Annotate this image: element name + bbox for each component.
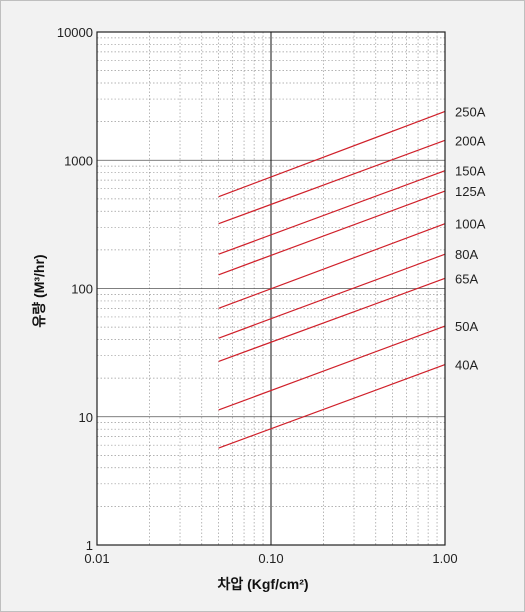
- series-label: 80A: [455, 247, 478, 262]
- y-tick-label: 10: [79, 410, 93, 425]
- series-label: 200A: [455, 133, 486, 148]
- series-line: [218, 277, 446, 362]
- series-line: [218, 364, 446, 449]
- series-label: 150A: [455, 164, 486, 179]
- x-axis-title: 차압 (Kgf/cm²): [217, 576, 308, 592]
- y-tick-label: 1: [86, 538, 93, 553]
- y-axis-title: 유량 (M³/hr): [31, 254, 47, 327]
- series-label: 40A: [455, 358, 478, 373]
- series-label: 125A: [455, 184, 486, 199]
- series-line: [218, 253, 446, 339]
- y-tick-label: 10000: [57, 25, 93, 40]
- series-line: [218, 139, 446, 225]
- tick-labels: 0.01 0.10 1.00 1 10 100 1000 10000: [57, 25, 458, 566]
- series-line: [218, 170, 446, 255]
- series-label: 250A: [455, 104, 486, 119]
- series-label: 65A: [455, 271, 478, 286]
- series-line: [218, 223, 446, 309]
- x-tick-label: 1.00: [432, 551, 457, 566]
- series-line: [218, 110, 446, 198]
- series-line: [218, 190, 446, 276]
- series-label: 100A: [455, 217, 486, 232]
- y-tick-label: 1000: [64, 153, 93, 168]
- x-tick-label: 0.10: [258, 551, 283, 566]
- y-tick-label: 100: [71, 282, 93, 297]
- plot-border: [96, 31, 446, 546]
- series-label: 50A: [455, 319, 478, 334]
- series-lines: 250A 200A 150A 125A 100A 80A 65A 50A 40A: [218, 104, 486, 449]
- x-tick-label: 0.01: [84, 551, 109, 566]
- series-line: [218, 325, 446, 411]
